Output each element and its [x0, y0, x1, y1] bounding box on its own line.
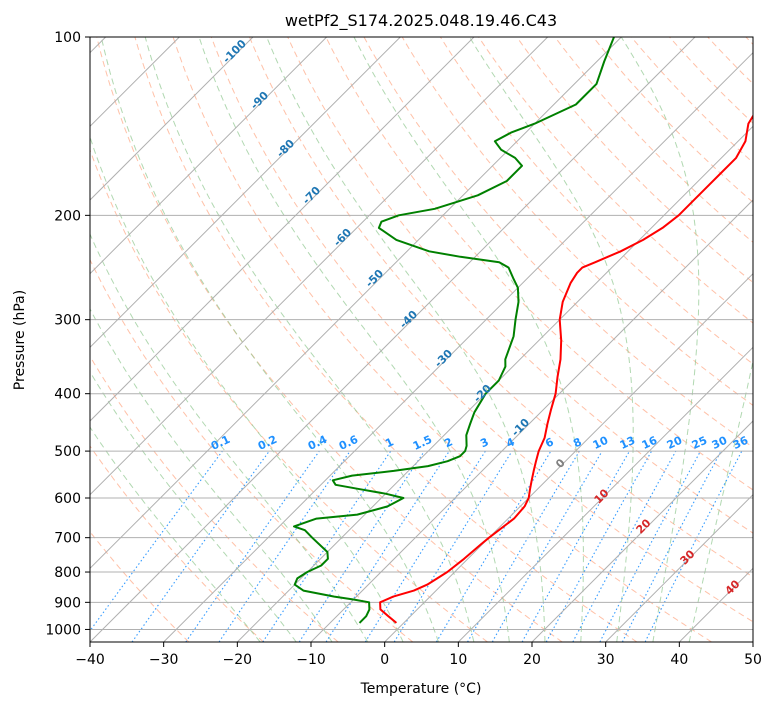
isotherm-line — [236, 125, 753, 642]
isotherm-line — [310, 199, 753, 642]
moist-adiabat-line — [90, 426, 261, 642]
moist-adiabat-line — [90, 308, 333, 642]
y-tick-label: 800 — [54, 565, 81, 581]
y-tick-label: 400 — [54, 387, 81, 403]
moist-adiabat-line — [353, 37, 584, 642]
mixing-ratio-label: 36 — [731, 434, 751, 452]
mixing-ratio-line — [218, 450, 351, 642]
moist-adiabat-line — [90, 135, 404, 642]
axis-ticks: −40 −30 −20 −10 0 10 20 30 40 50 1000 900 800 700 600 5… — [45, 30, 762, 668]
dry-adiabat-line — [134, 37, 638, 642]
temperature-profile-line — [379, 114, 753, 624]
y-tick-label: 700 — [54, 531, 81, 547]
mixing-ratio-label: 16 — [640, 434, 660, 452]
chart-title: wetPf2_S174.2025.048.19.46.C43 — [285, 11, 557, 31]
x-tick-label: 30 — [597, 652, 615, 668]
profiles — [293, 37, 753, 624]
mixing-ratio-line — [262, 450, 392, 642]
x-tick-label: −20 — [223, 652, 253, 668]
y-tick-label: 200 — [54, 208, 81, 224]
background-lines — [90, 37, 753, 642]
dry-adiabat-line — [325, 37, 753, 491]
x-tick-label: −10 — [296, 652, 326, 668]
x-tick-label: 0 — [380, 652, 389, 668]
isotherm-line — [457, 346, 753, 642]
dewpoint-profile-line — [293, 37, 615, 624]
moist-adiabat-line — [100, 37, 439, 642]
x-tick-label: 20 — [523, 652, 541, 668]
dry-adiabat-line — [287, 37, 753, 534]
x-tick-label: 10 — [449, 652, 467, 668]
dry-adiabat-line — [172, 37, 712, 642]
dry-adiabat-line — [249, 37, 753, 578]
isotherm-line — [163, 51, 753, 642]
moist-adiabat-line — [144, 37, 475, 642]
y-tick-label: 1000 — [45, 622, 81, 638]
x-tick-label: −40 — [75, 652, 105, 668]
x-tick-label: 50 — [744, 652, 762, 668]
mixing-ratio-label: 20 — [665, 434, 685, 452]
grid-lines — [90, 37, 753, 642]
moist-adiabat-line — [620, 37, 700, 642]
dry-adiabat-line — [516, 37, 753, 284]
dry-adiabat-line — [90, 445, 264, 642]
dry-adiabat-line — [210, 37, 753, 623]
mixing-ratio-line — [131, 450, 270, 642]
y-tick-label: 300 — [54, 313, 81, 329]
y-tick-label: 600 — [54, 491, 81, 507]
mixing-ratio-line — [545, 450, 653, 642]
y-tick-label: 500 — [54, 444, 81, 460]
mixing-ratio-label: 30 — [710, 434, 730, 452]
mixing-ratio-line — [90, 450, 223, 632]
mixing-ratio-line — [325, 450, 450, 642]
isotherm-line — [605, 493, 753, 642]
isotherm-line — [531, 420, 753, 642]
mixing-ratio-line — [521, 450, 630, 642]
mixing-ratio-line — [185, 450, 320, 642]
y-tick-label: 100 — [54, 30, 81, 46]
y-axis-label: Pressure (hPa) — [12, 290, 28, 390]
isotherm-line — [90, 37, 475, 422]
mixing-ratio-line — [393, 450, 513, 642]
mixing-ratio-label: 10 — [591, 434, 611, 452]
isotherm-line — [90, 37, 622, 570]
mixing-ratio-label: 13 — [618, 434, 637, 452]
x-tick-label: 40 — [670, 652, 688, 668]
isotherm-line — [90, 37, 328, 275]
isotherm-line — [90, 37, 696, 642]
dry-adiabat-line — [90, 355, 339, 642]
moist-adiabat-line — [688, 358, 753, 642]
moist-adiabat-line — [90, 370, 297, 642]
mixing-ratio-line — [572, 450, 677, 642]
dry-adiabat-line — [90, 258, 414, 642]
isotherm-line — [90, 37, 401, 349]
isotherm-line — [90, 37, 254, 201]
y-tick-label: 900 — [54, 595, 81, 611]
x-tick-label: −30 — [149, 652, 179, 668]
dry-adiabat-line — [96, 37, 563, 642]
x-axis-label: Temperature (°C) — [360, 681, 482, 697]
isotherm-line — [90, 37, 549, 496]
mixing-ratio-label: 25 — [690, 434, 709, 452]
moist-adiabat-line — [198, 37, 510, 642]
mixing-ratio-line — [298, 450, 425, 642]
moist-adiabat-line — [90, 232, 369, 642]
moist-adiabat-line — [266, 37, 546, 642]
plot-frame — [89, 36, 754, 643]
mixing-ratio-line — [644, 450, 743, 642]
